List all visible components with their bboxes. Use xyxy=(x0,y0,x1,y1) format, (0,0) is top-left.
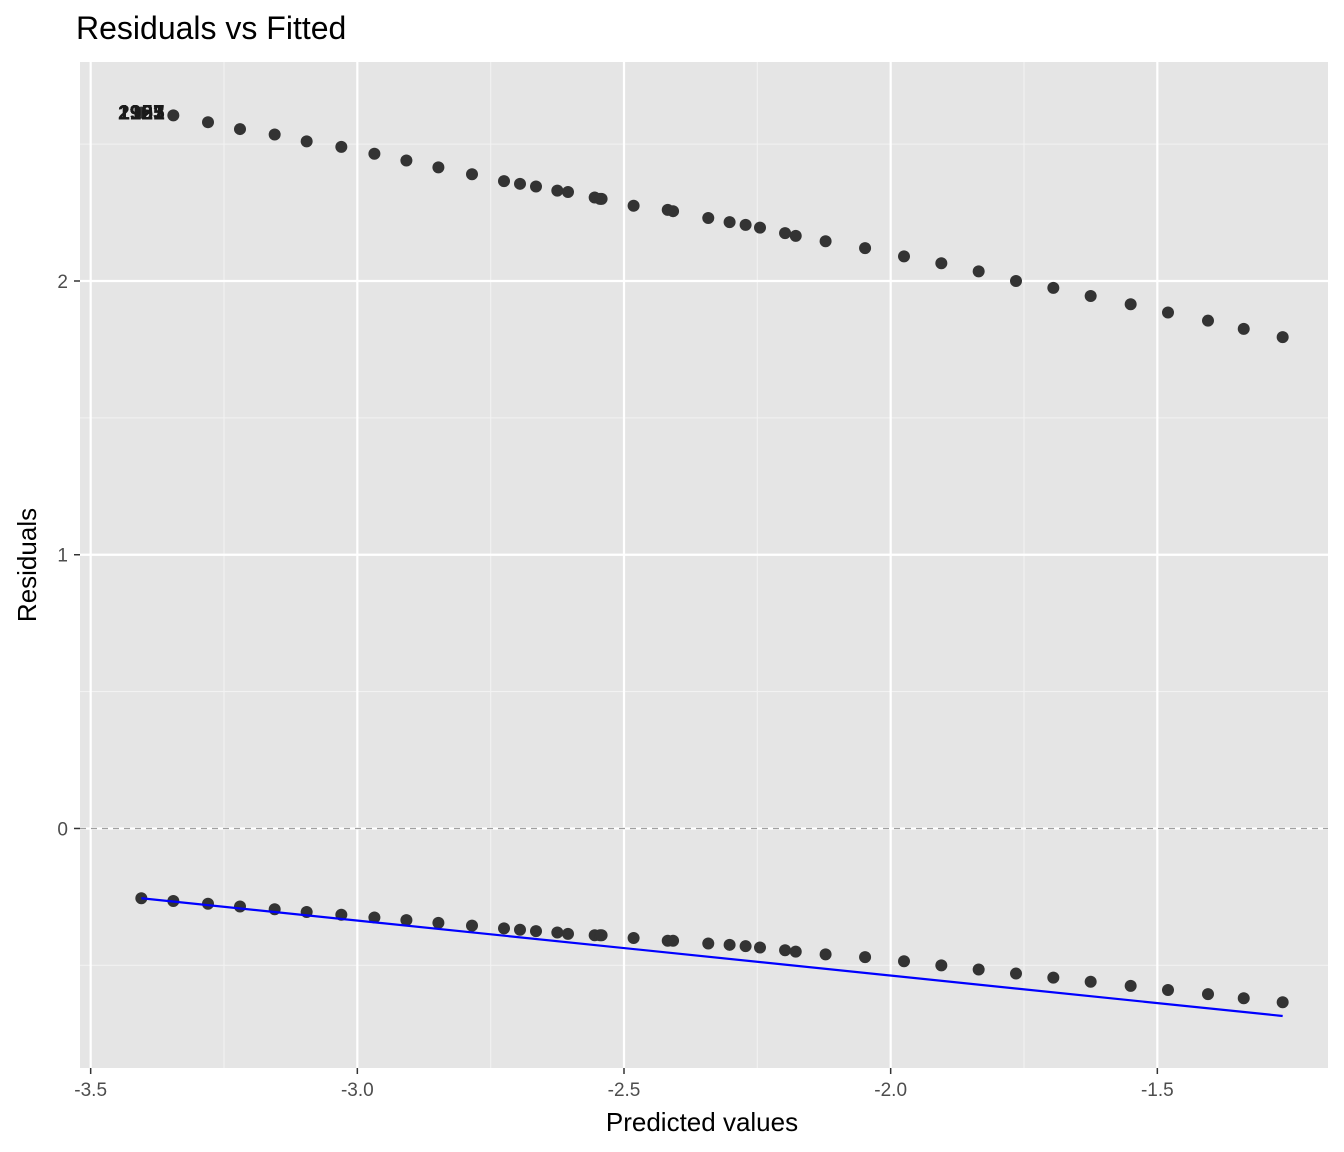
chart-title: Residuals vs Fitted xyxy=(76,10,346,46)
upper-data-point xyxy=(530,180,542,193)
upper-data-point xyxy=(167,109,180,122)
lower-data-point xyxy=(432,916,445,929)
upper-data-point xyxy=(551,184,564,197)
point-label: 2101 xyxy=(118,102,165,125)
upper-data-point xyxy=(627,199,640,212)
upper-data-point xyxy=(135,106,148,119)
lower-data-point xyxy=(779,944,792,957)
x-tick-label: -2.0 xyxy=(874,1080,907,1101)
upper-data-point xyxy=(514,177,526,190)
lower-data-point xyxy=(819,948,832,961)
smooth-trend-line xyxy=(141,897,1283,1018)
lower-data-point xyxy=(1124,979,1137,992)
lower-data-point xyxy=(1047,971,1060,984)
upper-data-point xyxy=(859,242,872,255)
lower-data-point xyxy=(514,923,526,936)
lower-data-point xyxy=(1010,967,1022,980)
lower-data-point xyxy=(595,929,608,942)
x-tick-label: -2.5 xyxy=(608,1080,641,1101)
upper-data-point xyxy=(789,229,802,242)
upper-data-point xyxy=(779,227,792,240)
lower-data-point xyxy=(1237,992,1250,1005)
upper-data-point xyxy=(466,168,478,181)
lower-data-point xyxy=(754,941,766,954)
lower-data-point xyxy=(627,931,640,944)
lower-data-point xyxy=(935,959,948,972)
upper-data-point xyxy=(1237,322,1250,335)
lower-data-point xyxy=(1202,988,1214,1001)
lower-data-point xyxy=(234,900,246,913)
lower-data-point xyxy=(562,927,574,940)
upper-data-point xyxy=(898,250,910,263)
lower-data-point xyxy=(551,926,564,939)
upper-data-point xyxy=(498,175,510,188)
upper-data-point xyxy=(335,140,348,153)
lower-data-point xyxy=(972,963,985,976)
x-tick-label: -3.0 xyxy=(341,1080,374,1101)
upper-data-point xyxy=(972,265,985,278)
upper-data-point xyxy=(368,147,381,160)
upper-data-point xyxy=(739,218,752,231)
upper-data-point xyxy=(1084,290,1097,303)
lower-data-point xyxy=(859,951,872,964)
upper-data-point xyxy=(723,216,736,229)
lower-data-point xyxy=(1084,975,1097,988)
y-axis: 0 1 2 xyxy=(57,272,80,840)
lower-data-point xyxy=(368,911,381,924)
upper-data-point xyxy=(268,128,281,141)
data-points xyxy=(135,106,1289,1009)
upper-data-point xyxy=(1010,274,1022,287)
upper-data-point xyxy=(819,235,832,248)
lower-data-point xyxy=(530,925,542,938)
upper-data-point xyxy=(754,221,766,234)
upper-data-point xyxy=(935,257,948,270)
lower-data-point xyxy=(789,945,802,958)
lower-data-point xyxy=(1162,983,1174,996)
lower-data-point xyxy=(400,914,413,927)
upper-data-point xyxy=(400,154,413,167)
upper-data-point xyxy=(1276,331,1289,344)
y-axis-title: Residuals xyxy=(12,508,42,622)
lower-data-point xyxy=(202,897,214,910)
lower-data-point xyxy=(466,919,478,932)
upper-data-point xyxy=(234,123,246,136)
plot-panel xyxy=(80,62,1328,1068)
lower-data-point xyxy=(739,940,752,953)
upper-data-point xyxy=(202,116,214,129)
y-tick-label: 0 xyxy=(57,819,68,840)
point-label: 1925 xyxy=(118,102,165,125)
upper-data-point xyxy=(1202,314,1214,327)
upper-data-point xyxy=(595,192,608,205)
upper-data-point xyxy=(432,161,445,174)
x-tick-label: -1.5 xyxy=(1141,1080,1174,1101)
y-tick-label: 1 xyxy=(57,546,68,567)
lower-data-point xyxy=(1276,996,1289,1009)
upper-data-point xyxy=(667,205,680,218)
upper-data-point xyxy=(1124,298,1137,311)
x-tick-label: -3.5 xyxy=(74,1080,107,1101)
x-axis: -3.5 -3.0 -2.5 -2.0 -1.5 xyxy=(74,1068,1174,1101)
upper-data-point xyxy=(1162,306,1174,319)
upper-data-point xyxy=(1047,281,1060,294)
point-label: 1963 xyxy=(118,102,165,125)
y-tick-label: 2 xyxy=(57,272,68,293)
lower-data-point xyxy=(702,937,715,950)
upper-data-point xyxy=(300,135,313,148)
point-label: 1951 xyxy=(118,102,165,125)
lower-data-point xyxy=(898,955,910,968)
x-axis-title: Predicted values xyxy=(606,1107,798,1137)
point-label: 1927 xyxy=(118,102,165,125)
upper-data-point xyxy=(702,212,715,225)
lower-data-point xyxy=(667,934,680,947)
lower-data-point xyxy=(723,938,736,951)
lower-data-point xyxy=(498,922,510,935)
upper-data-point xyxy=(562,186,574,199)
